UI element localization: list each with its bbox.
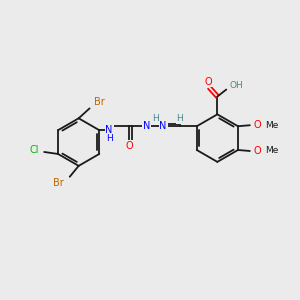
Text: O: O [205, 76, 212, 87]
Text: O: O [254, 120, 262, 130]
Text: Cl: Cl [29, 145, 39, 155]
Text: H: H [177, 114, 183, 123]
Text: Me: Me [265, 121, 278, 130]
Text: Br: Br [53, 178, 64, 188]
Text: N: N [106, 125, 113, 135]
Text: Me: Me [265, 146, 278, 155]
Text: H: H [106, 134, 112, 142]
Text: OH: OH [229, 81, 243, 90]
Text: N: N [142, 121, 150, 131]
Text: O: O [126, 141, 133, 151]
Text: Br: Br [94, 98, 105, 107]
Text: O: O [254, 146, 262, 156]
Text: N: N [159, 121, 167, 131]
Text: H: H [152, 114, 158, 123]
